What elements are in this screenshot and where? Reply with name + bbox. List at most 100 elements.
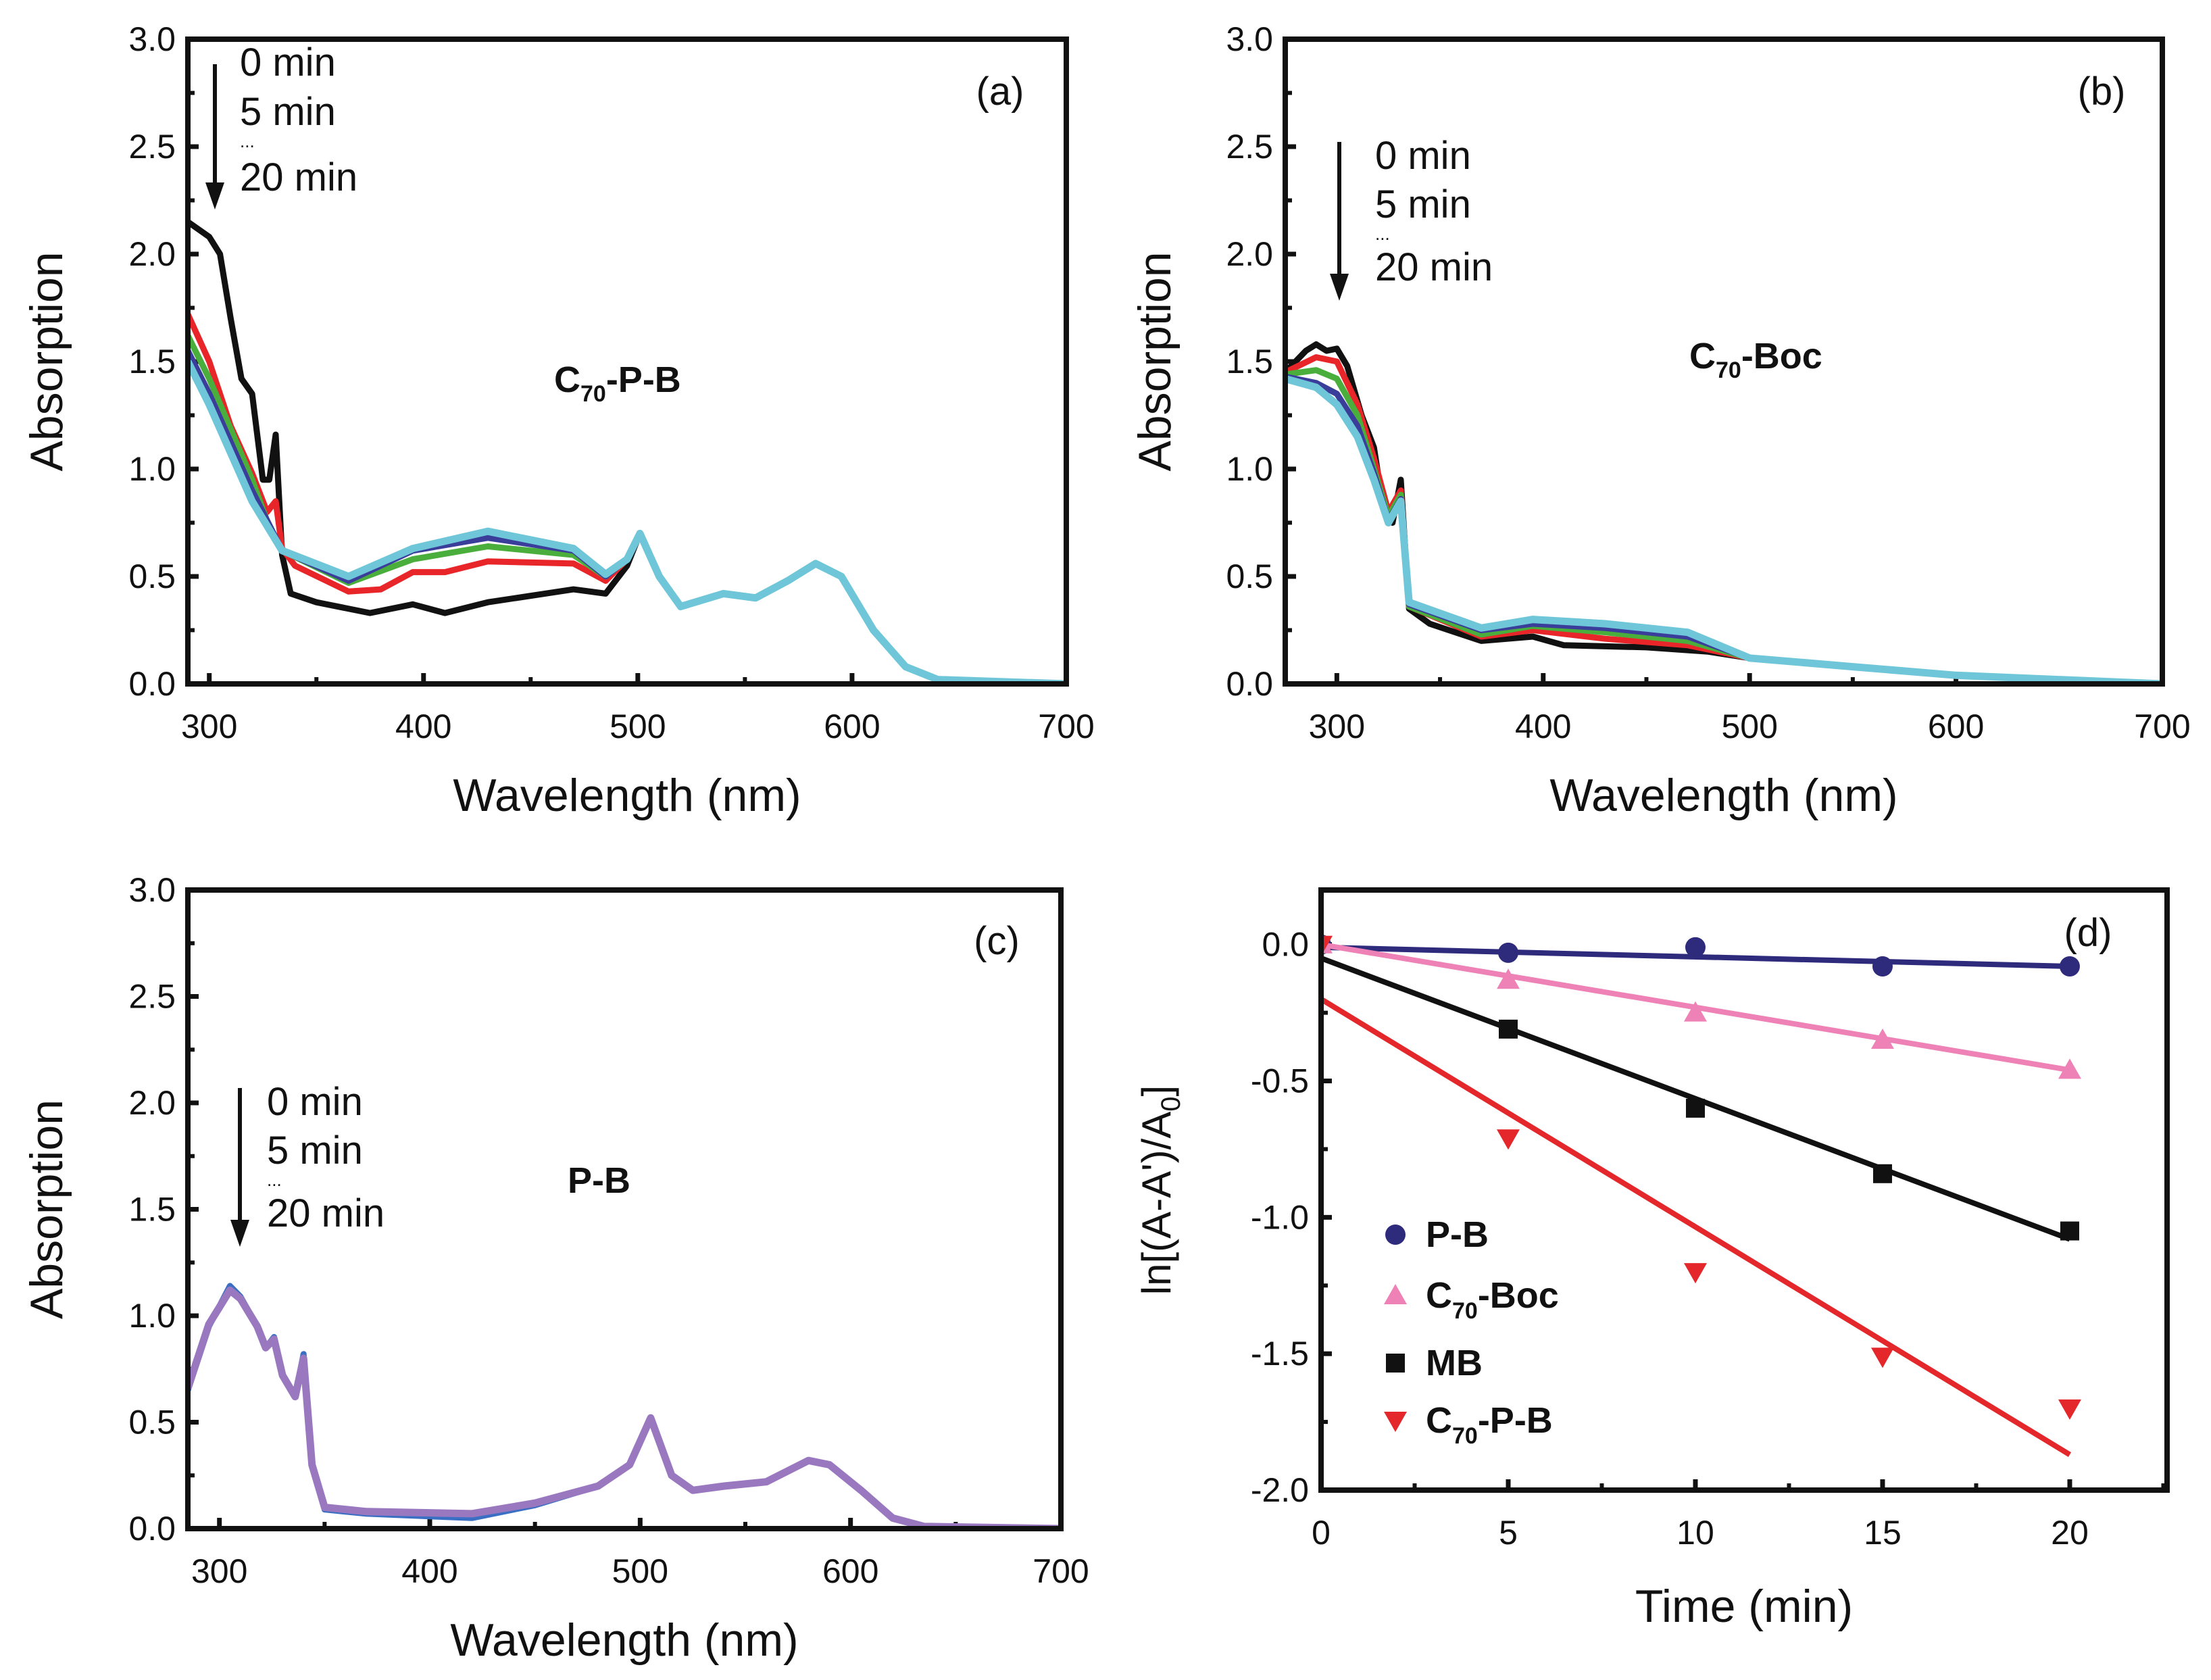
x-tick-label: 0 [1312,1514,1331,1552]
spectrum-line-3 [1285,373,2162,684]
time-label: 5 min [1375,182,1471,226]
data-point-triangle-down [1870,1348,1894,1368]
time-label: 0 min [240,41,336,84]
y-tick-label: 3.0 [1226,20,1273,58]
plot-frame [185,36,1069,687]
legend-label: C70-P-B [1426,1400,1553,1449]
compound-label: P-B [568,1160,630,1201]
legend-label-sub: 70 [1452,1423,1478,1449]
panel-d: -2.0 -1.5 -1.0 -0.5 0.0 0 5 10 15 20 Time (min) ln[… [1134,887,2170,1632]
x-tick-label: 15 [1864,1514,1902,1552]
compound-rest: -P-B [606,360,681,400]
plot-frame [185,887,1064,1531]
time-label: 0 min [267,1080,363,1124]
time-label: ... [267,1170,282,1190]
y-axis-title: ln[(A-A')/A0] [1134,1085,1186,1295]
time-label: 20 min [240,155,357,199]
y-axis-title: Absorption [21,1100,72,1319]
panel-c: 0.0 0.5 1.0 1.5 2.0 2.5 3.0 300 400 500 600 700 Wave… [21,871,1089,1666]
x-axis-title: Wavelength (nm) [450,1614,798,1666]
x-tick-label: 500 [1721,708,1777,745]
y-tick-label: 0.5 [128,558,176,595]
data-point-triangle-up [1496,968,1520,989]
plot-area [1285,341,2162,684]
legend-label-rest: -Boc [1478,1275,1559,1316]
legend-label-main: P-B [1426,1214,1489,1255]
panel-a: 0.0 0.5 1.0 1.5 2.0 2.5 3.0 300 400 500 600 700 Wave… [21,20,1095,821]
legend-label: C70-Boc [1426,1275,1559,1324]
plot-frame [1318,887,2170,1493]
y-tick-label: 2.5 [128,978,176,1016]
x-tick-label: 500 [612,1552,668,1590]
time-label: 5 min [267,1129,363,1172]
legend-label-main: C [1426,1400,1452,1441]
plot-area [188,1283,1061,1529]
spectrum-line-4 [1285,375,2162,684]
panel-label: (b) [2078,70,2126,114]
compound-label: C70-P-B [554,360,681,407]
legend-label-rest: -P-B [1478,1400,1553,1441]
compound-label: C70-Boc [1689,336,1822,383]
y-tick-label: -0.5 [1251,1062,1309,1100]
y-axis-title-main: ln[(A-A')/A [1134,1112,1179,1295]
x-tick-label: 400 [395,708,451,745]
time-label: 20 min [267,1191,384,1235]
time-label: 5 min [240,90,336,134]
legend-marker-triangle-up [1384,1284,1407,1304]
data-point-square [1872,1164,1892,1183]
legend-label-main: C [1426,1275,1452,1316]
x-tick-label: 10 [1676,1514,1714,1552]
plot-frame [1283,36,2165,687]
plot-area [188,219,1066,684]
panel-b: 0.0 0.5 1.0 1.5 2.0 2.5 3.0 300 400 500 600 700 Wave… [1129,20,2191,821]
x-tick-label: 300 [191,1552,247,1590]
compound-rest: -Boc [1741,336,1822,376]
arrow-head-icon [205,182,224,209]
data-point-triangle-down [1496,1129,1520,1150]
time-label: ... [1375,224,1390,244]
x-tick-label: 5 [1499,1514,1518,1552]
y-tick-label: 3.0 [128,20,176,58]
data-point-triangle-up [2058,1058,2081,1079]
legend-label: MB [1426,1343,1483,1383]
spectrum-line-1 [1285,354,2162,684]
x-axis-title: Time (min) [1635,1581,1853,1632]
data-point-triangle-up [1870,1029,1894,1049]
x-tick-label: 700 [1033,1552,1089,1590]
x-tick-label: 600 [822,1552,878,1590]
y-tick-label: 0.0 [128,665,176,703]
y-tick-label: -2.0 [1251,1471,1309,1509]
spectrum-line-2 [1285,367,2162,684]
y-tick-label: 1.0 [1226,450,1273,488]
data-point-triangle-up [1683,1001,1707,1022]
x-tick-label: 400 [1515,708,1571,745]
data-point-square [1685,1098,1705,1118]
y-axis-title: Absorption [21,251,72,471]
compound-main: P-B [568,1160,630,1201]
x-tick-label: 300 [181,708,237,745]
y-tick-label: 1.5 [1226,343,1273,380]
data-point-circle [1497,942,1518,963]
x-axis-title: Wavelength (nm) [453,770,801,821]
legend-marker-triangle-down [1384,1412,1407,1432]
y-tick-label: 1.0 [128,450,176,488]
compound-main: C [554,360,580,400]
data-point-circle [2059,956,2080,977]
compound-main: C [1689,336,1716,376]
x-axis-title: Wavelength (nm) [1549,770,1897,821]
x-tick-label: 500 [610,708,666,745]
data-point-triangle-down [1321,935,1333,956]
y-tick-label: 1.5 [128,343,176,380]
arrow-head-icon [1330,274,1349,301]
time-label: 20 min [1375,245,1493,289]
y-axis-title-sub: 0 [1156,1096,1186,1111]
legend-marker-circle [1385,1225,1406,1245]
y-tick-label: -1.5 [1251,1335,1309,1373]
y-tick-label: 2.0 [128,1084,176,1122]
plot-area [1321,933,2081,1457]
y-tick-label: 0.5 [128,1404,176,1441]
panel-label: (c) [974,919,1020,963]
data-point-triangle-down [2058,1399,2081,1420]
data-point-triangle-down [1683,1263,1707,1284]
